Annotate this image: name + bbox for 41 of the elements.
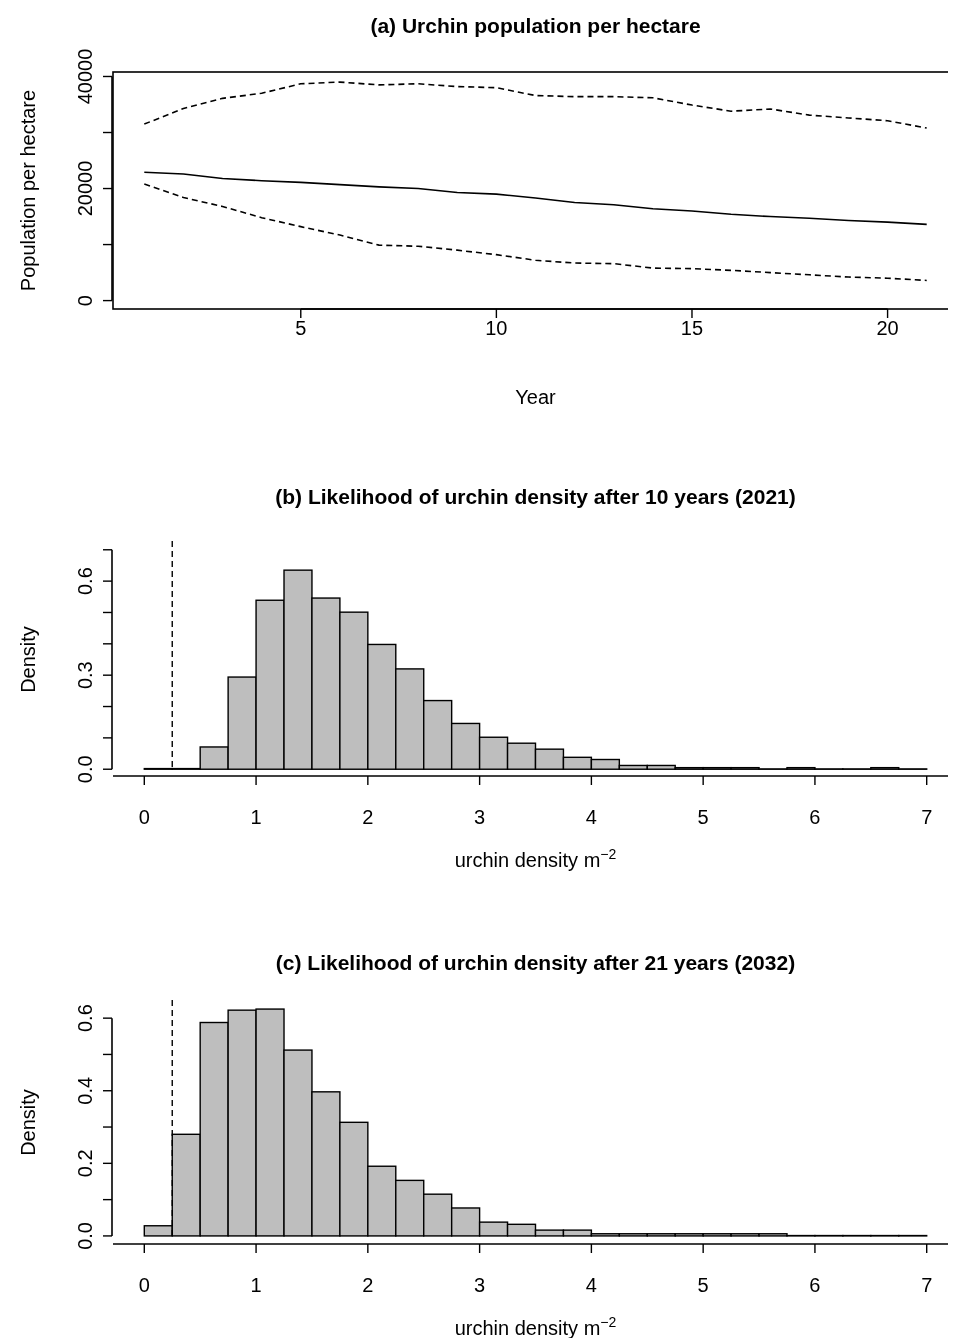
y-tick-label: 0.6 [74,1004,96,1033]
line-series [143,171,928,226]
x-tick-label: 1 [250,1274,262,1296]
y-axis-title: Density [17,1089,39,1156]
x-tick-label: 5 [697,1274,709,1296]
chart-title: (b) Likelihood of urchin density after 10 years (2021) [275,485,796,508]
x-tick-label: 20 [876,317,899,339]
x-tick-label: 15 [680,317,704,339]
x-tick-label: 6 [809,1274,821,1296]
y-tick-label: 0 [74,295,96,307]
y-tick-label: 0.2 [74,1149,96,1178]
x-tick-label: 0 [138,1274,150,1296]
y-tick-label: 0.0 [74,755,96,784]
y-tick-label: 0.0 [74,1222,96,1250]
y-tick-label: 0.6 [74,567,96,596]
chart-title: (c) Likelihood of urchin density after 21 years (2032) [275,951,796,974]
x-tick-label: 3 [474,806,486,828]
x-tick-label: 10 [485,317,508,339]
chart-title: (a) Urchin population per hectare [370,14,701,37]
x-tick-label: 7 [921,1274,933,1296]
y-tick-label: 0.3 [74,661,96,690]
y-tick-label: 20000 [74,160,96,217]
x-tick-label: 3 [474,1274,486,1296]
x-tick-label: 6 [809,806,821,828]
x-axis-title: urchin density m$^{−2}$ [454,846,617,871]
x-tick-label: 7 [921,806,933,828]
x-tick-label: 1 [250,806,262,828]
x-tick-label: 0 [138,806,150,828]
x-tick-label: 5 [697,806,709,828]
x-tick-label: 2 [362,1274,374,1296]
x-tick-label: 2 [362,806,374,828]
y-axis-title: Density [17,626,39,693]
line-series [143,183,928,282]
y-tick-label: 0.4 [74,1076,96,1105]
x-tick-label: 4 [585,1274,597,1296]
x-axis-title: Year [515,386,557,408]
x-tick-label: 4 [585,806,597,828]
x-tick-label: 5 [295,317,307,339]
y-axis-title: Population per hectare [17,89,39,292]
y-tick-label: 40000 [74,48,96,105]
line-series [143,81,928,129]
